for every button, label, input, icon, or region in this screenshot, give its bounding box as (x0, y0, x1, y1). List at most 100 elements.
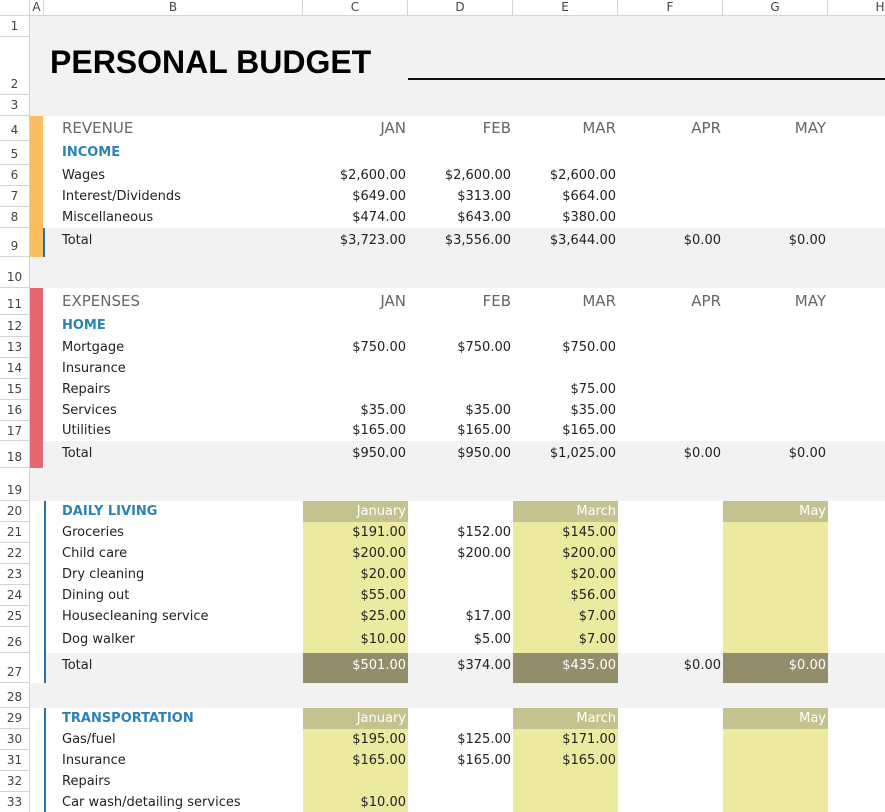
cell: $664.00 (562, 189, 616, 204)
cell: $17.00 (465, 609, 512, 624)
fill (29, 116, 43, 141)
fill (44, 792, 46, 812)
fill (303, 771, 408, 792)
fill (44, 729, 46, 750)
row-header: 2 (0, 37, 30, 95)
row-header: 1 (0, 16, 30, 37)
cell: January (356, 504, 406, 519)
cell: $35.00 (570, 403, 617, 418)
fill (723, 708, 828, 729)
cell: $474.00 (352, 210, 406, 225)
fill (44, 564, 46, 585)
fill (29, 228, 43, 257)
cell: MAY (794, 119, 826, 137)
cell: FEB (482, 119, 511, 137)
column-header: E (513, 0, 618, 16)
cell: APR (691, 292, 721, 310)
fill (513, 653, 618, 683)
cell: $380.00 (562, 210, 616, 225)
row-header: 8 (0, 207, 30, 228)
row-header: 7 (0, 186, 30, 207)
cell: JAN (380, 119, 406, 137)
cell: $171.00 (562, 732, 616, 747)
cell: $195.00 (352, 732, 406, 747)
row-header: 12 (0, 315, 30, 337)
cell: $3,556.00 (444, 233, 511, 248)
cell: Groceries (62, 525, 124, 540)
row-header: 18 (0, 441, 30, 468)
row-header: 25 (0, 606, 30, 627)
fill (44, 653, 46, 683)
cell: $55.00 (360, 588, 407, 603)
fill (29, 165, 43, 186)
cell: $152.00 (457, 525, 511, 540)
cell: $3,723.00 (339, 233, 406, 248)
cell: $643.00 (457, 210, 511, 225)
cell: Miscellaneous (62, 210, 154, 225)
column-header: H (828, 0, 885, 16)
fill (44, 708, 46, 729)
cell: FEB (482, 292, 511, 310)
fill (303, 708, 408, 729)
row-header: 31 (0, 750, 30, 771)
fill (29, 207, 43, 228)
cell: $2,600.00 (549, 168, 616, 183)
row-header: 24 (0, 585, 30, 606)
cell: Insurance (62, 753, 126, 768)
cell: $165.00 (457, 753, 511, 768)
row-header: 22 (0, 543, 30, 564)
fill (44, 543, 46, 564)
fill (513, 708, 618, 729)
fill (44, 771, 46, 792)
row-header: 27 (0, 653, 30, 683)
cell: $56.00 (570, 588, 617, 603)
cell: $165.00 (352, 753, 406, 768)
cell: $0.00 (683, 233, 721, 248)
cell: $200.00 (562, 546, 616, 561)
row-header: 9 (0, 228, 30, 257)
fill (29, 315, 43, 337)
cell: Total (62, 233, 93, 248)
fill (29, 421, 43, 441)
cell: Utilities (62, 423, 111, 438)
fill (723, 729, 828, 750)
fill (303, 653, 408, 683)
row-header: 32 (0, 771, 30, 792)
row-header: 6 (0, 165, 30, 186)
cell: $191.00 (352, 525, 406, 540)
fill (513, 501, 618, 522)
row-header: 19 (0, 468, 30, 501)
cell: MAR (582, 119, 616, 137)
fill (303, 501, 408, 522)
cell: Child care (62, 546, 128, 561)
fill (723, 522, 828, 543)
fill (29, 186, 43, 207)
cell: Car wash/detailing services (62, 795, 241, 810)
cell: January (356, 711, 406, 726)
cell: Dry cleaning (62, 567, 145, 582)
cell: $145.00 (562, 525, 616, 540)
fill (723, 585, 828, 606)
cell: Gas/fuel (62, 732, 116, 747)
cell: May (799, 711, 826, 726)
cell: Housecleaning service (62, 609, 209, 624)
cell: $7.00 (578, 609, 616, 624)
title: PERSONAL BUDGET (50, 44, 372, 80)
fill (513, 585, 618, 606)
fill (513, 522, 618, 543)
cell: Dog walker (62, 632, 135, 647)
fill (44, 750, 46, 771)
cell: $165.00 (457, 423, 511, 438)
fill (513, 729, 618, 750)
fill (30, 683, 885, 708)
cell: March (576, 711, 616, 726)
fill (303, 543, 408, 564)
cell: $0.00 (683, 658, 721, 673)
cell: $165.00 (352, 423, 406, 438)
row-header: 21 (0, 522, 30, 543)
row-header: 5 (0, 141, 30, 165)
row-header: 3 (0, 95, 30, 116)
cell: Wages (62, 168, 106, 183)
fill (303, 522, 408, 543)
